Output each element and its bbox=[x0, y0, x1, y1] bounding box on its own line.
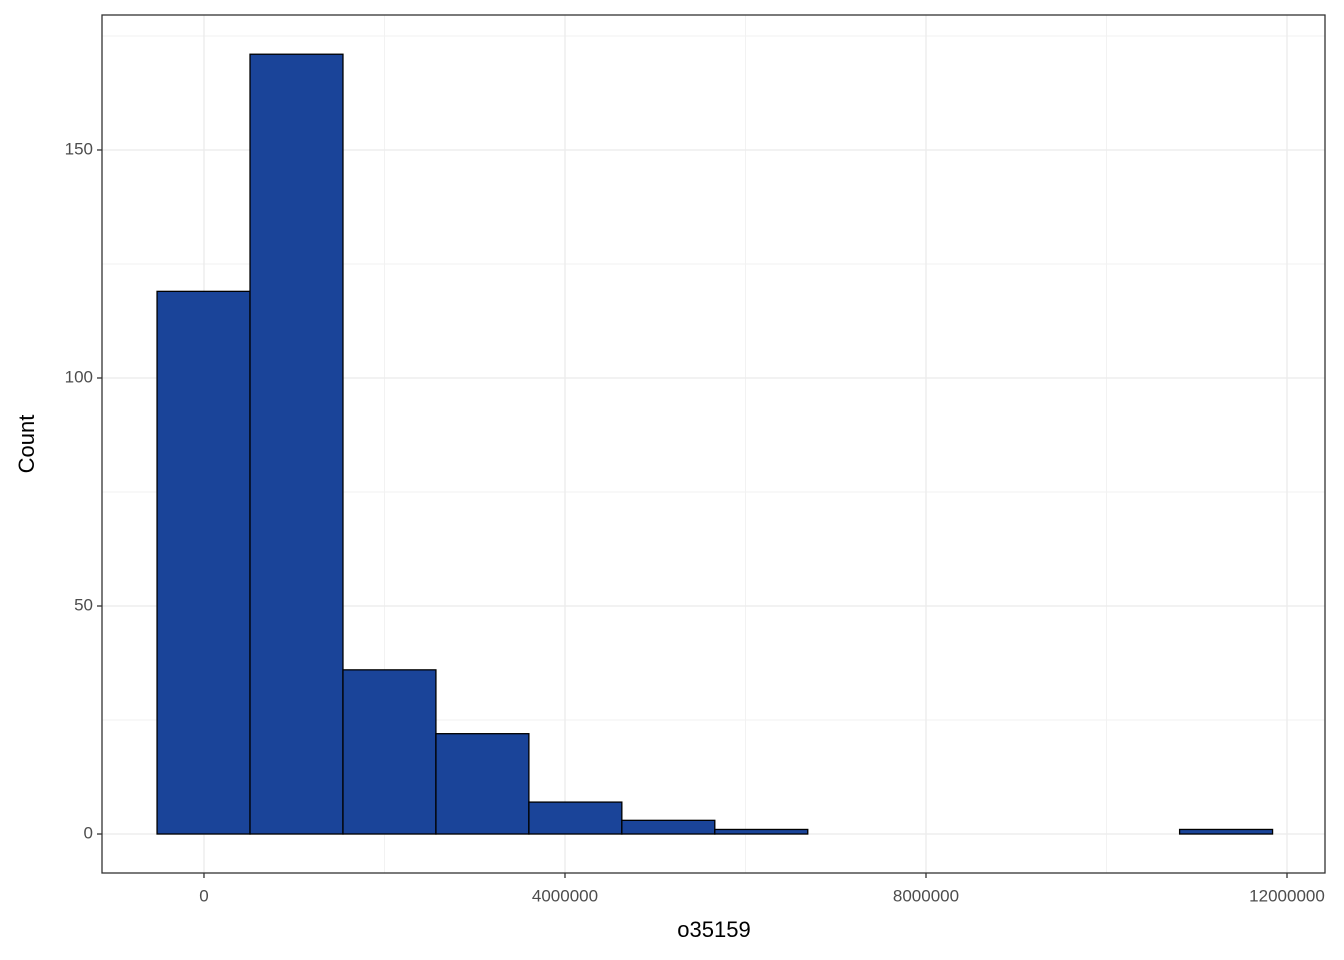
bar bbox=[435, 733, 530, 835]
x-tick-label: 0 bbox=[199, 886, 208, 905]
bar bbox=[342, 669, 437, 835]
panel-border bbox=[101, 14, 1326, 874]
x-tick-label: 8000000 bbox=[893, 886, 959, 905]
x-tick-label: 12000000 bbox=[1249, 886, 1325, 905]
bar bbox=[249, 53, 344, 835]
bar bbox=[156, 290, 251, 835]
y-axis-label: Count bbox=[14, 415, 39, 474]
y-tick-label: 0 bbox=[84, 823, 93, 842]
x-axis-label: o35159 bbox=[677, 917, 750, 942]
x-tick-label: 4000000 bbox=[532, 886, 598, 905]
bar bbox=[1178, 828, 1274, 835]
bar bbox=[621, 819, 716, 835]
bar bbox=[714, 828, 809, 835]
bar bbox=[528, 801, 623, 835]
y-tick-label: 100 bbox=[65, 367, 93, 386]
y-tick-label: 150 bbox=[65, 139, 93, 158]
y-tick-label: 50 bbox=[74, 595, 93, 614]
